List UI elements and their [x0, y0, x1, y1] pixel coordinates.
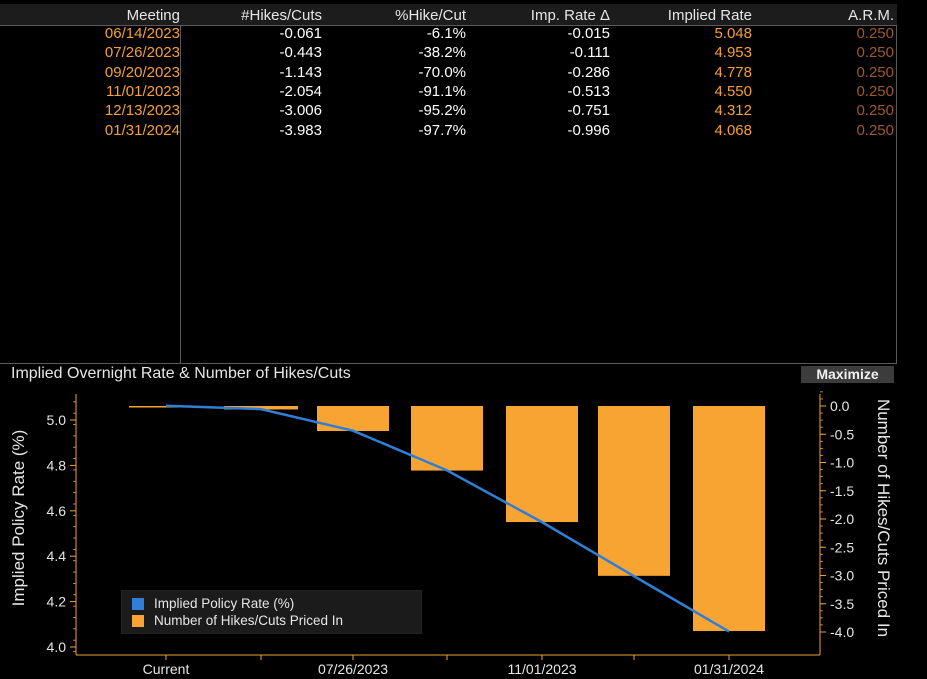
cell-arm: 0.250 [856, 44, 894, 62]
cell-pct-hike-cut: -70.0% [418, 63, 466, 81]
right-tick-label: -0.5 [830, 426, 854, 442]
bar-07/26/2023 [317, 406, 389, 432]
right-tick-label: -1.5 [830, 483, 854, 499]
bar-11/01/2023 [506, 406, 578, 523]
cell-implied-rate: 4.312 [714, 102, 752, 120]
legend-swatch-bar [132, 615, 144, 627]
header-implied-rate[interactable]: Implied Rate [667, 7, 752, 24]
cell-pct-hike-cut: -91.1% [418, 82, 466, 100]
cell-pct-hike-cut: -6.1% [426, 25, 466, 42]
header-pct-hike-cut[interactable]: %Hike/Cut [395, 7, 466, 24]
chart-title: Implied Overnight Rate & Number of Hikes… [11, 365, 351, 382]
cell-hikes-cuts: -0.061 [279, 25, 322, 42]
legend-label-bar: Number of Hikes/Cuts Priced In [154, 613, 344, 628]
left-tick-label: 4.4 [47, 548, 67, 564]
right-tick-label: -3.0 [830, 568, 854, 584]
cell-implied-rate: 4.778 [714, 63, 752, 81]
table-bottom-border [0, 363, 897, 364]
chart-legend: Implied Policy Rate (%) Number of Hikes/… [121, 590, 422, 634]
table-column-divider [180, 25, 181, 363]
cell-implied-rate: 4.953 [714, 44, 752, 62]
bar-12/13/2023 [598, 406, 670, 576]
right-tick-label: -2.0 [830, 511, 854, 527]
cell-implied-rate: 5.048 [714, 25, 752, 42]
cell-arm: 0.250 [856, 121, 894, 139]
cell-arm: 0.250 [856, 102, 894, 120]
cell-imp-rate-delta: -0.751 [567, 102, 610, 120]
right-tick-label: -3.5 [830, 596, 854, 612]
cell-meeting[interactable]: 06/14/2023 [104, 25, 180, 42]
table-right-border [896, 25, 897, 363]
cell-meeting[interactable]: 12/13/2023 [104, 102, 180, 120]
x-tick-label: 01/31/2024 [694, 661, 764, 677]
right-tick-label: 0.0 [830, 398, 850, 414]
cell-hikes-cuts: -3.006 [279, 102, 322, 120]
right-axis-title: Number of Hikes/Cuts Priced In [874, 399, 893, 637]
cell-imp-rate-delta: -0.513 [567, 82, 610, 100]
right-tick-label: -1.0 [830, 455, 854, 471]
cell-hikes-cuts: -1.143 [279, 63, 322, 81]
header-arm[interactable]: A.R.M. [848, 7, 894, 24]
legend-label-line: Implied Policy Rate (%) [154, 596, 295, 611]
maximize-button[interactable]: Maximize [801, 366, 894, 383]
implied-rate-chart: 4.0 4.2 4.4 4.6 4.8 5.0 0.0 -0.5 -1.0 -1.5 -2.0 -2.… [9, 391, 893, 677]
right-tick-label: -4.0 [830, 624, 854, 640]
header-hikes-cuts[interactable]: #Hikes/Cuts [241, 7, 322, 24]
cell-imp-rate-delta: -0.111 [569, 44, 610, 62]
cell-arm: 0.250 [856, 25, 894, 42]
cell-imp-rate-delta: -0.015 [567, 25, 610, 42]
cell-imp-rate-delta: -0.996 [567, 121, 610, 139]
table-header-row: Meeting #Hikes/Cuts %Hike/Cut Imp. Rate Δ Im… [0, 4, 897, 26]
header-meeting[interactable]: Meeting [126, 7, 180, 24]
left-axis-title: Implied Policy Rate (%) [9, 430, 28, 607]
left-tick-label: 5.0 [47, 412, 67, 428]
bar-06/14/2023 [224, 406, 298, 410]
x-tick-label: 07/26/2023 [318, 661, 388, 677]
cell-meeting[interactable]: 09/20/2023 [104, 63, 180, 81]
cell-meeting[interactable]: 11/01/2023 [106, 82, 180, 100]
left-tick-label: 4.0 [47, 639, 67, 655]
cell-pct-hike-cut: -38.2% [418, 44, 466, 62]
cell-meeting[interactable]: 01/31/2024 [104, 121, 180, 139]
meeting-table: Meeting #Hikes/Cuts %Hike/Cut Imp. Rate Δ Im… [0, 4, 897, 364]
cell-implied-rate: 4.068 [714, 121, 752, 139]
cell-hikes-cuts: -3.983 [279, 121, 322, 139]
left-tick-label: 4.8 [47, 457, 67, 473]
cell-meeting[interactable]: 07/26/2023 [104, 44, 180, 62]
cell-pct-hike-cut: -97.7% [418, 121, 466, 139]
cell-arm: 0.250 [856, 82, 894, 100]
cell-hikes-cuts: -0.443 [279, 44, 322, 62]
header-imp-rate-delta[interactable]: Imp. Rate Δ [530, 7, 610, 24]
implied-rate-line [165, 404, 730, 633]
x-tick-label: Current [143, 661, 190, 677]
cell-arm: 0.250 [856, 63, 894, 81]
legend-swatch-line [132, 598, 144, 610]
right-tick-label: -2.5 [830, 539, 854, 555]
cell-hikes-cuts: -2.054 [279, 82, 322, 100]
x-tick-label: 11/01/2023 [507, 661, 576, 677]
cell-imp-rate-delta: -0.286 [567, 63, 610, 81]
left-tick-label: 4.2 [47, 594, 67, 610]
left-tick-label: 4.6 [47, 503, 67, 519]
cell-pct-hike-cut: -95.2% [418, 102, 466, 120]
bar-01/31/2024 [693, 406, 765, 632]
cell-implied-rate: 4.550 [714, 82, 752, 100]
